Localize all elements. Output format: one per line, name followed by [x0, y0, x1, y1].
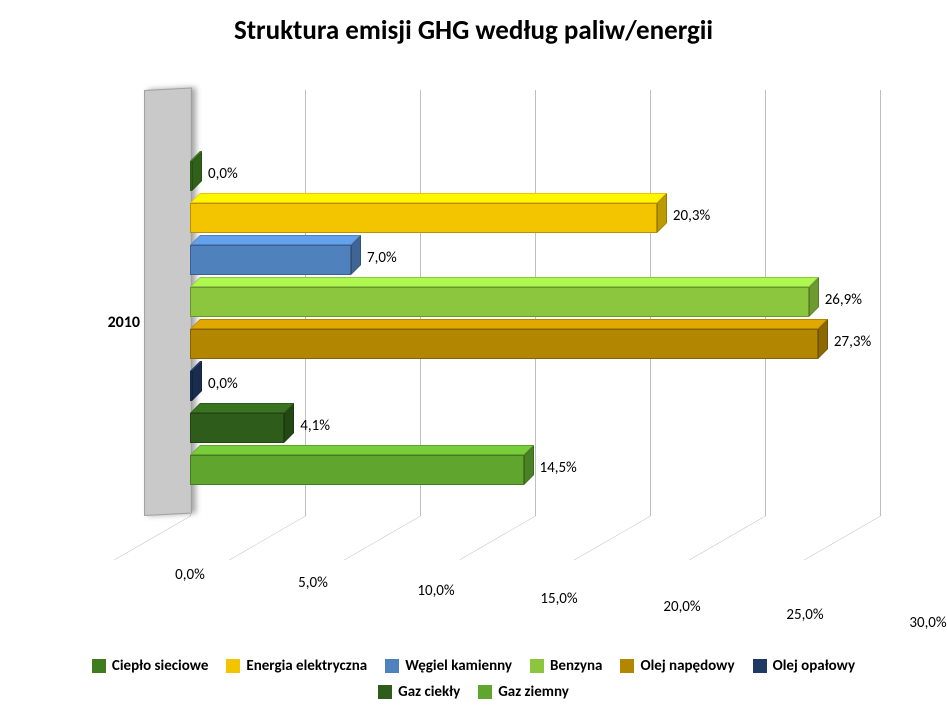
- legend-swatch: [378, 685, 392, 699]
- x-tick-label: 15,0%: [540, 590, 577, 608]
- legend-swatch: [478, 685, 492, 699]
- legend-label: Węgiel kamienny: [405, 657, 512, 675]
- bar-3d: 27,3%: [190, 329, 818, 359]
- bar-front: [190, 455, 524, 485]
- gridline-depth: [804, 516, 881, 560]
- x-tick-label: 5,0%: [298, 574, 328, 592]
- x-tick-label: 10,0%: [417, 582, 454, 600]
- legend-label: Gaz ciekły: [398, 683, 460, 701]
- legend-label: Olej opałowy: [773, 657, 856, 675]
- legend-label: Gaz ziemny: [498, 683, 569, 701]
- x-tick-label: 25,0%: [786, 606, 823, 624]
- bar-3d: 14,5%: [190, 455, 524, 485]
- gridline-depth: [459, 516, 536, 560]
- legend-label: Olej napędowy: [640, 657, 734, 675]
- chart-title: Struktura emisji GHG według paliw/energi…: [0, 14, 947, 47]
- legend-item-benzyna: Benzyna: [530, 657, 602, 675]
- legend-item-olej_napedowy: Olej napędowy: [620, 657, 734, 675]
- legend-item-cieplo_sieciowe: Ciepło sieciowe: [92, 657, 208, 675]
- bar-value-label: 0,0%: [208, 375, 238, 393]
- gridline-depth: [689, 516, 766, 560]
- bar-3d: 20,3%: [190, 203, 657, 233]
- bar-value-label: 0,0%: [208, 165, 238, 183]
- bar-front: [190, 329, 818, 359]
- bar-top: [190, 277, 819, 287]
- gridline-depth: [344, 516, 421, 560]
- bar-3d: 0,0%: [190, 371, 192, 401]
- bar-front: [190, 203, 657, 233]
- bar-value-label: 26,9%: [825, 291, 862, 309]
- bar-front: [190, 287, 809, 317]
- legend-label: Energia elektryczna: [246, 657, 367, 675]
- legend-swatch: [92, 659, 106, 673]
- legend-swatch: [620, 659, 634, 673]
- bar-value-label: 4,1%: [300, 417, 330, 435]
- legend: Ciepło sieciowe Energia elektryczna Węgiel…: [0, 657, 947, 701]
- legend-item-wegiel_kamienny: Węgiel kamienny: [385, 657, 512, 675]
- plot-area: 0,0%20,3%7,0%26,9%27,3%0,0%4,1%14,5% 201…: [150, 90, 910, 560]
- bar-3d: 26,9%: [190, 287, 809, 317]
- x-tick-label: 20,0%: [663, 598, 700, 616]
- bar-3d: 4,1%: [190, 413, 284, 443]
- bar-front: [190, 413, 284, 443]
- legend-item-gaz_ziemny: Gaz ziemny: [478, 683, 569, 701]
- bar-front: [190, 245, 351, 275]
- chart-frame: Struktura emisji GHG według paliw/energi…: [0, 0, 947, 711]
- bar-value-label: 20,3%: [673, 207, 710, 225]
- bar-3d: 0,0%: [190, 161, 192, 191]
- gridline-depth: [229, 516, 306, 560]
- legend-label: Benzyna: [550, 657, 602, 675]
- bar-top: [190, 193, 667, 203]
- bar-3d: 7,0%: [190, 245, 351, 275]
- legend-item-olej_opalowy: Olej opałowy: [753, 657, 856, 675]
- legend-item-energia_elektryczna: Energia elektryczna: [226, 657, 367, 675]
- bar-top: [190, 445, 534, 455]
- gridline-depth: [574, 516, 651, 560]
- bar-top: [190, 403, 294, 413]
- x-tick-label: 0,0%: [175, 566, 205, 584]
- y-category-label: 2010: [60, 313, 140, 332]
- bar-value-label: 27,3%: [834, 333, 871, 351]
- x-tick-label: 30,0%: [909, 614, 946, 632]
- legend-label: Ciepło sieciowe: [112, 657, 208, 675]
- bar-value-label: 7,0%: [367, 249, 397, 267]
- legend-swatch: [530, 659, 544, 673]
- legend-swatch: [385, 659, 399, 673]
- bar-top: [190, 235, 361, 245]
- legend-swatch: [226, 659, 240, 673]
- legend-swatch: [753, 659, 767, 673]
- bar-top: [190, 319, 828, 329]
- gridline-depth: [114, 516, 191, 560]
- legend-item-gaz_ciekly: Gaz ciekły: [378, 683, 460, 701]
- bar-value-label: 14,5%: [540, 459, 577, 477]
- bars-container: 0,0% 20,3% 7,0% 26,9% 27,3% 0,0% 4,1% 14,5%: [150, 90, 910, 516]
